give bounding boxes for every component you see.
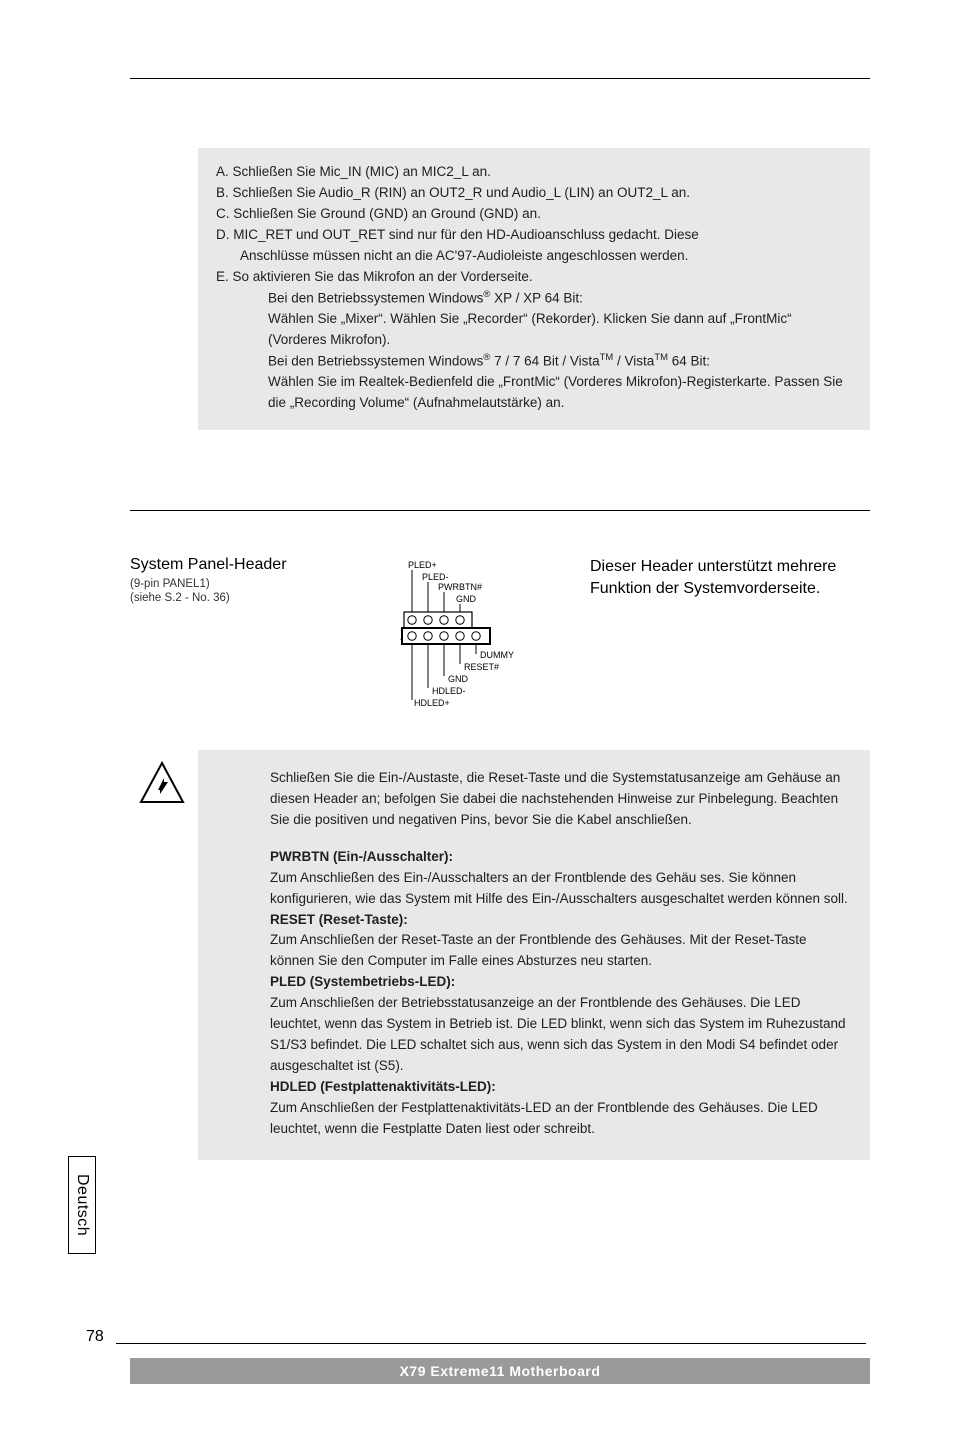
text-pwrbtn: Zum Anschließen des Ein-/Ausschalters an… <box>270 868 850 910</box>
info-box-audio: A. Schließen Sie Mic_IN (MIC) an MIC2_L … <box>198 148 870 430</box>
heading-hdled: HDLED (Festplattenaktivitäts-LED): <box>270 1077 850 1098</box>
text-line: Wählen Sie im Realtek-Bedienfeld die „Fr… <box>216 372 852 414</box>
footer-bar: X79 Extreme11 Motherboard <box>130 1358 870 1384</box>
lead-text: Schließen Sie die Ein-/Austaste, die Res… <box>218 768 850 831</box>
panel-left-col: System Panel-Header (9-pin PANEL1) (sieh… <box>130 556 400 708</box>
label-gnd-bot: GND <box>448 674 469 684</box>
info-box-panel: Schließen Sie die Ein-/Austaste, die Res… <box>198 750 870 1160</box>
panel-title: System Panel-Header <box>130 556 400 574</box>
page-number: 78 <box>86 1328 104 1346</box>
divider-top <box>130 78 870 79</box>
panel-diagram-col: PLED+ PLED- PWRBTN# GND <box>400 556 590 708</box>
divider-mid <box>130 510 870 511</box>
language-tab: Deutsch <box>68 1156 96 1254</box>
text-line: Anschlüsse müssen nicht an die AC'97-Aud… <box>216 246 852 267</box>
heading-reset: RESET (Reset-Taste): <box>270 910 850 931</box>
label-one: 1 <box>400 632 401 642</box>
text-hdled: Zum Anschließen der Festplattenaktivität… <box>270 1098 850 1140</box>
pin-diagram: PLED+ PLED- PWRBTN# GND <box>400 558 530 708</box>
panel-header-row: System Panel-Header (9-pin PANEL1) (sieh… <box>130 556 870 708</box>
text-reset: Zum Anschließen der Reset-Taste an der F… <box>270 930 850 972</box>
label-pledminus: PLED- <box>422 572 449 582</box>
panel-sub2: (siehe S.2 - No. 36) <box>130 592 400 604</box>
page-number-line <box>116 1343 866 1344</box>
label-reset: RESET# <box>464 662 499 672</box>
text-line: Bei den Betriebssystemen Windows® XP / X… <box>216 288 852 309</box>
footer-text: X79 Extreme11 Motherboard <box>400 1363 601 1379</box>
text-line: Wählen Sie „Mixer“. Wählen Sie „Recorder… <box>216 309 852 351</box>
text-pled: Zum Anschließen der Betriebsstatusanzeig… <box>270 993 850 1077</box>
text-line: C. Schließen Sie Ground (GND) an Ground … <box>216 204 852 225</box>
heading-pwrbtn: PWRBTN (Ein-/Ausschalter): <box>270 847 850 868</box>
text-line: Bei den Betriebssystemen Windows® 7 / 7 … <box>216 351 852 372</box>
label-pwrbtn: PWRBTN# <box>438 582 482 592</box>
label-gnd-top: GND <box>456 594 477 604</box>
label-hdledminus: HDLED- <box>432 686 466 696</box>
text-line: D. MIC_RET und OUT_RET sind nur für den … <box>216 225 852 246</box>
label-hdledplus: HDLED+ <box>414 698 450 708</box>
panel-right-col: Dieser Header unterstützt mehrere Funkti… <box>590 556 870 708</box>
text-line: B. Schließen Sie Audio_R (RIN) an OUT2_R… <box>216 183 852 204</box>
label-pledplus: PLED+ <box>408 560 437 570</box>
text-line: A. Schließen Sie Mic_IN (MIC) an MIC2_L … <box>216 162 852 183</box>
language-label: Deutsch <box>73 1174 91 1236</box>
label-dummy: DUMMY <box>480 650 514 660</box>
text-line: E. So aktivieren Sie das Mikrofon an der… <box>216 267 852 288</box>
panel-sub1: (9-pin PANEL1) <box>130 578 400 590</box>
warning-icon <box>138 760 186 808</box>
heading-pled: PLED (Systembetriebs-LED): <box>270 972 850 993</box>
